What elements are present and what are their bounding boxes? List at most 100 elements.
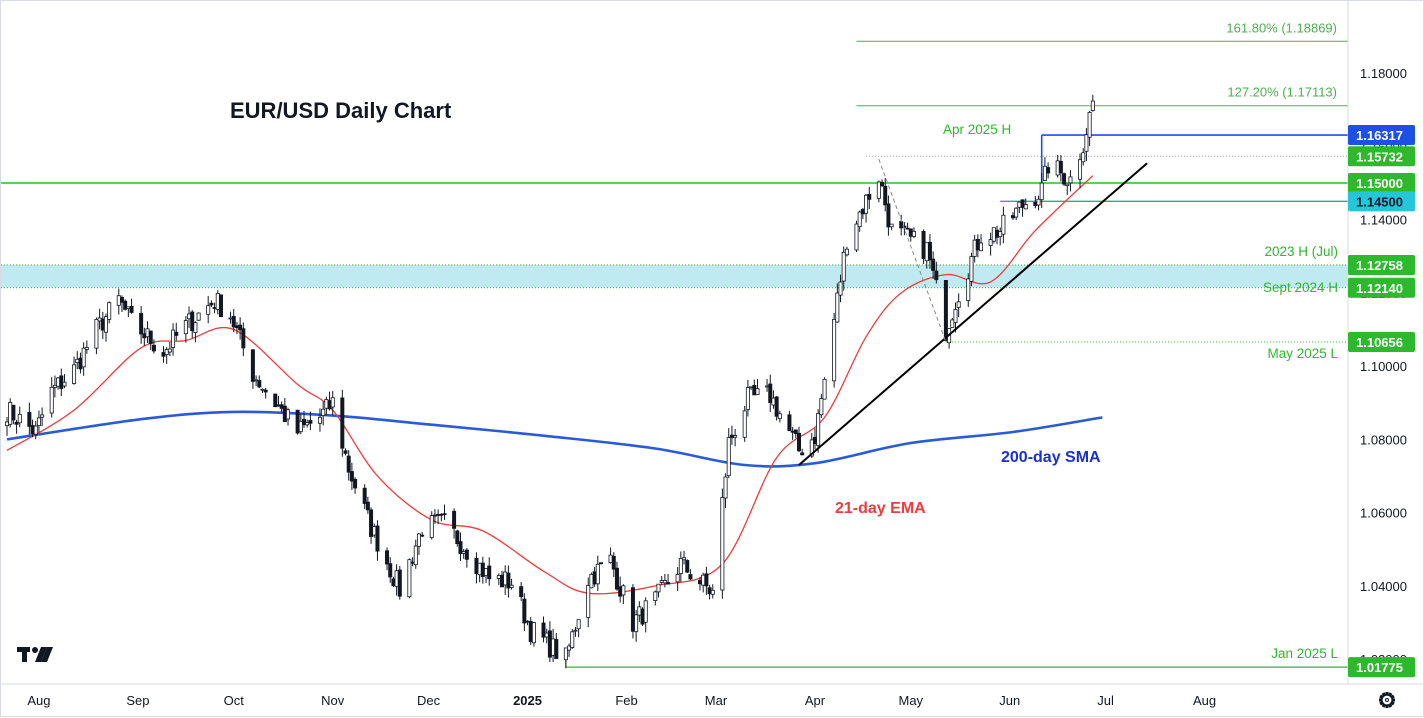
candle-body [209,302,214,306]
candle-body [867,193,872,200]
candle-body [193,322,198,333]
price-tag-bg-5 [1348,277,1415,298]
candle-body [1062,173,1067,185]
candle-body [656,583,661,593]
candle-body [991,227,996,242]
candle-body [812,436,817,445]
candle-body [78,357,83,370]
candle-body [231,315,236,328]
candle-body [365,501,370,511]
candle-body [857,211,862,228]
candle-body [995,229,1000,238]
candle-body [353,478,358,489]
candle-body [1036,198,1041,206]
candle-body [554,639,559,659]
candle-body [640,608,645,625]
price-tick-label-7: 1.04000 [1360,579,1407,594]
candle-body [391,578,396,587]
candle-body [787,414,792,432]
candle-body [375,525,380,552]
candle-body [330,397,335,408]
candle-body [107,302,112,320]
candle-body [905,227,910,230]
label-apr-2025-high: Apr 2025 H [943,122,1011,137]
candle-body [835,292,840,323]
gear-icon[interactable] [1379,692,1395,708]
candle-body [8,402,13,425]
candle-body [59,375,64,389]
candle-body [196,312,201,321]
candle-body [666,582,671,585]
price-tag-label-4: 1.12758 [1356,258,1403,273]
price-tag-bg-7 [1348,657,1415,678]
logo-part [32,647,38,653]
price-tag-layer: 1.16317 1.15732 1.15000 1.14500 1.12758 1.121… [1348,125,1415,678]
candle-body [343,450,348,454]
candle-body [921,230,926,259]
candle-body [643,600,648,623]
candle-body [452,510,457,529]
sma-200-line [6,410,1103,468]
price-tag-bg-6 [1348,331,1415,352]
price-tick-label-2: 1.14000 [1360,213,1407,228]
fib-level-label-1: 127.20% (1.17113) [1227,85,1337,100]
candle-body [477,562,482,576]
time-tick-label-8: Apr [805,693,826,708]
candle-body [17,413,22,424]
label-jan-2025-low: Jan 2025 L [1271,646,1338,661]
candle-body [215,292,220,310]
candle-body [685,560,690,573]
candle-body [634,614,639,633]
candle-body [104,316,109,333]
candle-body [5,421,10,427]
candle-body [81,347,86,368]
candle-body [742,410,747,438]
candle-body [522,598,527,624]
label-sept-2024-high: Sept 2024 H [1263,280,1338,295]
candle-body [94,319,99,349]
candle-body [927,241,932,261]
candle-body [388,563,393,578]
candle-body [793,429,798,435]
candle-body [953,309,958,323]
candle-body [62,381,67,387]
candle-body [301,418,306,426]
candle-body [943,280,948,341]
time-tick-label-5: 2025 [513,693,542,708]
candle-body [286,409,291,420]
candle-body [413,545,418,566]
gear-hole [1386,699,1388,701]
candle-body [819,398,824,416]
candle-body [506,572,511,589]
candle-body [621,585,626,596]
candle-body [551,638,556,656]
candle-body [241,328,246,349]
candle-body [864,194,869,214]
candle-body [487,565,492,580]
candle-body [1055,160,1060,176]
time-tick-label-2: Oct [224,693,245,708]
candle-body [752,384,757,396]
candle-body [755,388,760,395]
candle-body [282,405,287,423]
candle-body [541,622,546,638]
candle-body [148,330,153,345]
candle-body [592,571,597,585]
price-tick-label-5: 1.08000 [1360,432,1407,447]
candle-body [723,476,728,499]
candle-body [1081,152,1086,163]
time-tick-label-12: Aug [1193,693,1216,708]
candle-body [950,319,955,328]
label-may-2025-low: May 2025 L [1267,346,1338,361]
candle-body [889,223,894,228]
candle-body [1065,183,1070,186]
time-tick-label-10: Jun [999,693,1020,708]
candle-body [698,580,703,585]
time-tick-label-0: Aug [27,693,50,708]
candle-body [726,437,731,477]
candle-body [429,515,434,538]
candle-body [1014,207,1019,218]
candle-body [608,554,613,564]
